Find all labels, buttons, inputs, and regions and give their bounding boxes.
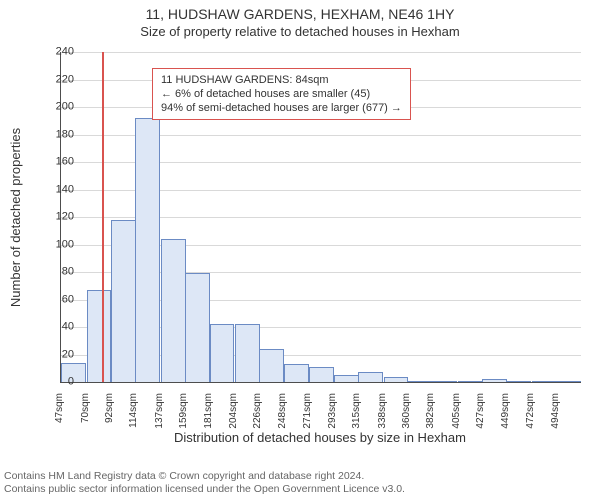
y-tick-label: 60 bbox=[24, 294, 74, 305]
histogram-bar bbox=[334, 375, 359, 382]
histogram-bar bbox=[458, 381, 483, 382]
x-tick-label: 248sqm bbox=[278, 393, 288, 443]
y-tick-label: 0 bbox=[24, 377, 74, 388]
plot-area: 11 HUDSHAW GARDENS: 84sqm ← 6% of detach… bbox=[60, 52, 581, 383]
x-tick-label: 427sqm bbox=[476, 393, 486, 443]
histogram-bar bbox=[532, 381, 557, 382]
histogram-bar bbox=[384, 377, 409, 383]
histogram-bar bbox=[111, 220, 136, 382]
y-tick-label: 220 bbox=[24, 74, 74, 85]
y-tick-label: 40 bbox=[24, 322, 74, 333]
histogram-bar bbox=[358, 372, 383, 382]
x-tick-label: 114sqm bbox=[129, 393, 139, 443]
histogram-bar bbox=[557, 381, 582, 382]
histogram-bar bbox=[259, 349, 284, 382]
x-tick-label: 70sqm bbox=[81, 393, 91, 443]
y-tick-label: 180 bbox=[24, 129, 74, 140]
histogram-bar bbox=[408, 381, 433, 382]
footer-line: Contains HM Land Registry data © Crown c… bbox=[4, 470, 596, 483]
page-subtitle: Size of property relative to detached ho… bbox=[0, 24, 600, 39]
x-tick-label: 137sqm bbox=[155, 393, 165, 443]
histogram-bar bbox=[309, 367, 334, 382]
footer-line: Contains public sector information licen… bbox=[4, 483, 596, 496]
footer-attribution: Contains HM Land Registry data © Crown c… bbox=[4, 470, 596, 496]
x-tick-label: 338sqm bbox=[378, 393, 388, 443]
histogram-chart: Number of detached properties 11 HUDSHAW… bbox=[0, 44, 600, 444]
x-tick-label: 293sqm bbox=[328, 393, 338, 443]
x-tick-label: 449sqm bbox=[501, 393, 511, 443]
histogram-bar bbox=[161, 239, 186, 382]
x-tick-label: 405sqm bbox=[452, 393, 462, 443]
histogram-bar bbox=[284, 364, 309, 382]
y-tick-label: 240 bbox=[24, 47, 74, 58]
x-tick-label: 271sqm bbox=[303, 393, 313, 443]
annotation-line: ← 6% of detached houses are smaller (45) bbox=[161, 87, 402, 101]
y-tick-label: 120 bbox=[24, 212, 74, 223]
y-axis-title: Number of detached properties bbox=[8, 52, 24, 382]
y-tick-label: 160 bbox=[24, 157, 74, 168]
y-tick-label: 200 bbox=[24, 102, 74, 113]
annotation-line: 11 HUDSHAW GARDENS: 84sqm bbox=[161, 73, 402, 87]
x-tick-label: 494sqm bbox=[551, 393, 561, 443]
y-tick-label: 140 bbox=[24, 184, 74, 195]
page-title: 11, HUDSHAW GARDENS, HEXHAM, NE46 1HY bbox=[0, 6, 600, 22]
x-tick-label: 181sqm bbox=[204, 393, 214, 443]
x-tick-label: 159sqm bbox=[179, 393, 189, 443]
grid-line bbox=[61, 52, 581, 53]
histogram-bar bbox=[507, 381, 532, 382]
annotation-box: 11 HUDSHAW GARDENS: 84sqm ← 6% of detach… bbox=[152, 68, 411, 120]
x-tick-label: 315sqm bbox=[352, 393, 362, 443]
annotation-line: 94% of semi-detached houses are larger (… bbox=[161, 101, 402, 115]
x-tick-label: 226sqm bbox=[253, 393, 263, 443]
x-tick-label: 382sqm bbox=[426, 393, 436, 443]
x-tick-label: 92sqm bbox=[105, 393, 115, 443]
y-tick-label: 80 bbox=[24, 267, 74, 278]
histogram-bar bbox=[185, 273, 210, 382]
x-tick-label: 204sqm bbox=[229, 393, 239, 443]
histogram-bar bbox=[482, 379, 507, 382]
x-tick-label: 360sqm bbox=[402, 393, 412, 443]
histogram-bar bbox=[432, 381, 457, 382]
property-marker-line bbox=[102, 52, 104, 382]
histogram-bar bbox=[87, 290, 112, 382]
histogram-bar bbox=[210, 324, 235, 382]
y-tick-label: 20 bbox=[24, 349, 74, 360]
histogram-bar bbox=[235, 324, 260, 382]
x-tick-label: 47sqm bbox=[55, 393, 65, 443]
histogram-bar bbox=[135, 118, 160, 382]
x-tick-label: 472sqm bbox=[526, 393, 536, 443]
y-tick-label: 100 bbox=[24, 239, 74, 250]
